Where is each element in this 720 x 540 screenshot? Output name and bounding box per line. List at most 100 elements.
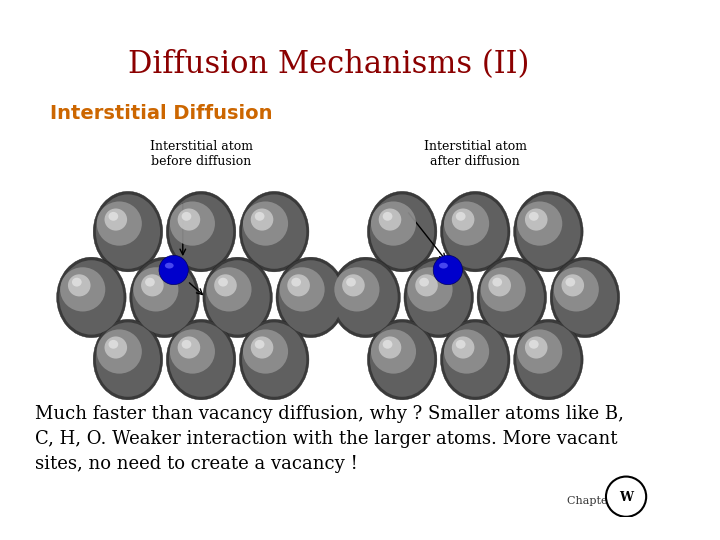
Ellipse shape: [109, 212, 118, 221]
Ellipse shape: [166, 191, 236, 272]
Ellipse shape: [367, 191, 437, 272]
Ellipse shape: [214, 274, 237, 296]
Ellipse shape: [379, 336, 401, 359]
Ellipse shape: [292, 278, 301, 287]
Ellipse shape: [492, 278, 502, 287]
Ellipse shape: [383, 212, 392, 221]
Ellipse shape: [477, 257, 546, 338]
Ellipse shape: [203, 257, 272, 338]
Ellipse shape: [333, 260, 397, 335]
Ellipse shape: [178, 336, 200, 359]
Ellipse shape: [133, 267, 179, 312]
Ellipse shape: [240, 319, 309, 400]
Ellipse shape: [104, 336, 127, 359]
Ellipse shape: [251, 336, 274, 359]
Ellipse shape: [371, 201, 416, 246]
Ellipse shape: [525, 208, 547, 231]
Ellipse shape: [370, 322, 434, 397]
Ellipse shape: [441, 319, 510, 400]
Ellipse shape: [93, 191, 163, 272]
Ellipse shape: [93, 319, 163, 400]
Ellipse shape: [452, 208, 474, 231]
Ellipse shape: [96, 322, 160, 397]
Ellipse shape: [480, 260, 544, 335]
Ellipse shape: [331, 257, 400, 338]
Ellipse shape: [181, 340, 192, 349]
Text: Interstitial atom
after diffusion: Interstitial atom after diffusion: [424, 140, 527, 168]
Ellipse shape: [170, 329, 215, 374]
Ellipse shape: [383, 340, 392, 349]
Ellipse shape: [255, 340, 264, 349]
Ellipse shape: [513, 319, 583, 400]
Ellipse shape: [205, 260, 270, 335]
Ellipse shape: [243, 329, 288, 374]
Ellipse shape: [287, 274, 310, 296]
Ellipse shape: [72, 278, 81, 287]
Ellipse shape: [60, 267, 105, 312]
Ellipse shape: [562, 274, 584, 296]
Text: Diffusion Mechanisms (II): Diffusion Mechanisms (II): [128, 49, 530, 80]
Ellipse shape: [68, 274, 91, 296]
Ellipse shape: [242, 194, 306, 269]
Ellipse shape: [444, 329, 489, 374]
Ellipse shape: [443, 194, 508, 269]
Ellipse shape: [207, 267, 251, 312]
Ellipse shape: [444, 201, 489, 246]
Ellipse shape: [419, 278, 429, 287]
Ellipse shape: [145, 278, 155, 287]
Ellipse shape: [379, 208, 401, 231]
Ellipse shape: [367, 319, 437, 400]
Ellipse shape: [96, 329, 142, 374]
Ellipse shape: [279, 260, 343, 335]
Ellipse shape: [59, 260, 124, 335]
Ellipse shape: [529, 212, 539, 221]
Ellipse shape: [279, 267, 325, 312]
Ellipse shape: [488, 274, 511, 296]
Ellipse shape: [109, 340, 118, 349]
Ellipse shape: [251, 208, 274, 231]
Ellipse shape: [456, 212, 466, 221]
Ellipse shape: [516, 194, 580, 269]
Ellipse shape: [553, 260, 617, 335]
Ellipse shape: [132, 260, 197, 335]
Ellipse shape: [165, 262, 174, 268]
Ellipse shape: [276, 257, 346, 338]
Ellipse shape: [181, 212, 192, 221]
Ellipse shape: [415, 274, 438, 296]
Ellipse shape: [517, 329, 562, 374]
Ellipse shape: [404, 257, 474, 338]
Ellipse shape: [456, 340, 466, 349]
Ellipse shape: [371, 329, 416, 374]
Ellipse shape: [529, 340, 539, 349]
Ellipse shape: [243, 201, 288, 246]
Text: W: W: [619, 491, 633, 504]
Ellipse shape: [57, 257, 126, 338]
Ellipse shape: [407, 260, 471, 335]
Ellipse shape: [170, 201, 215, 246]
Ellipse shape: [525, 336, 547, 359]
Ellipse shape: [342, 274, 365, 296]
Ellipse shape: [240, 191, 309, 272]
Ellipse shape: [169, 322, 233, 397]
Ellipse shape: [346, 278, 356, 287]
Ellipse shape: [480, 267, 526, 312]
Ellipse shape: [439, 262, 448, 268]
Ellipse shape: [218, 278, 228, 287]
Circle shape: [159, 255, 188, 285]
Ellipse shape: [452, 336, 474, 359]
Ellipse shape: [255, 212, 264, 221]
Ellipse shape: [516, 322, 580, 397]
Ellipse shape: [169, 194, 233, 269]
Text: Interstitial atom
before diffusion: Interstitial atom before diffusion: [150, 140, 253, 168]
Ellipse shape: [441, 191, 510, 272]
Ellipse shape: [408, 267, 453, 312]
Text: Chapter 5-: Chapter 5-: [567, 496, 627, 506]
Ellipse shape: [178, 208, 200, 231]
Ellipse shape: [565, 278, 575, 287]
Ellipse shape: [242, 322, 306, 397]
Ellipse shape: [370, 194, 434, 269]
Circle shape: [433, 255, 462, 285]
Ellipse shape: [550, 257, 620, 338]
Ellipse shape: [334, 267, 379, 312]
Ellipse shape: [443, 322, 508, 397]
